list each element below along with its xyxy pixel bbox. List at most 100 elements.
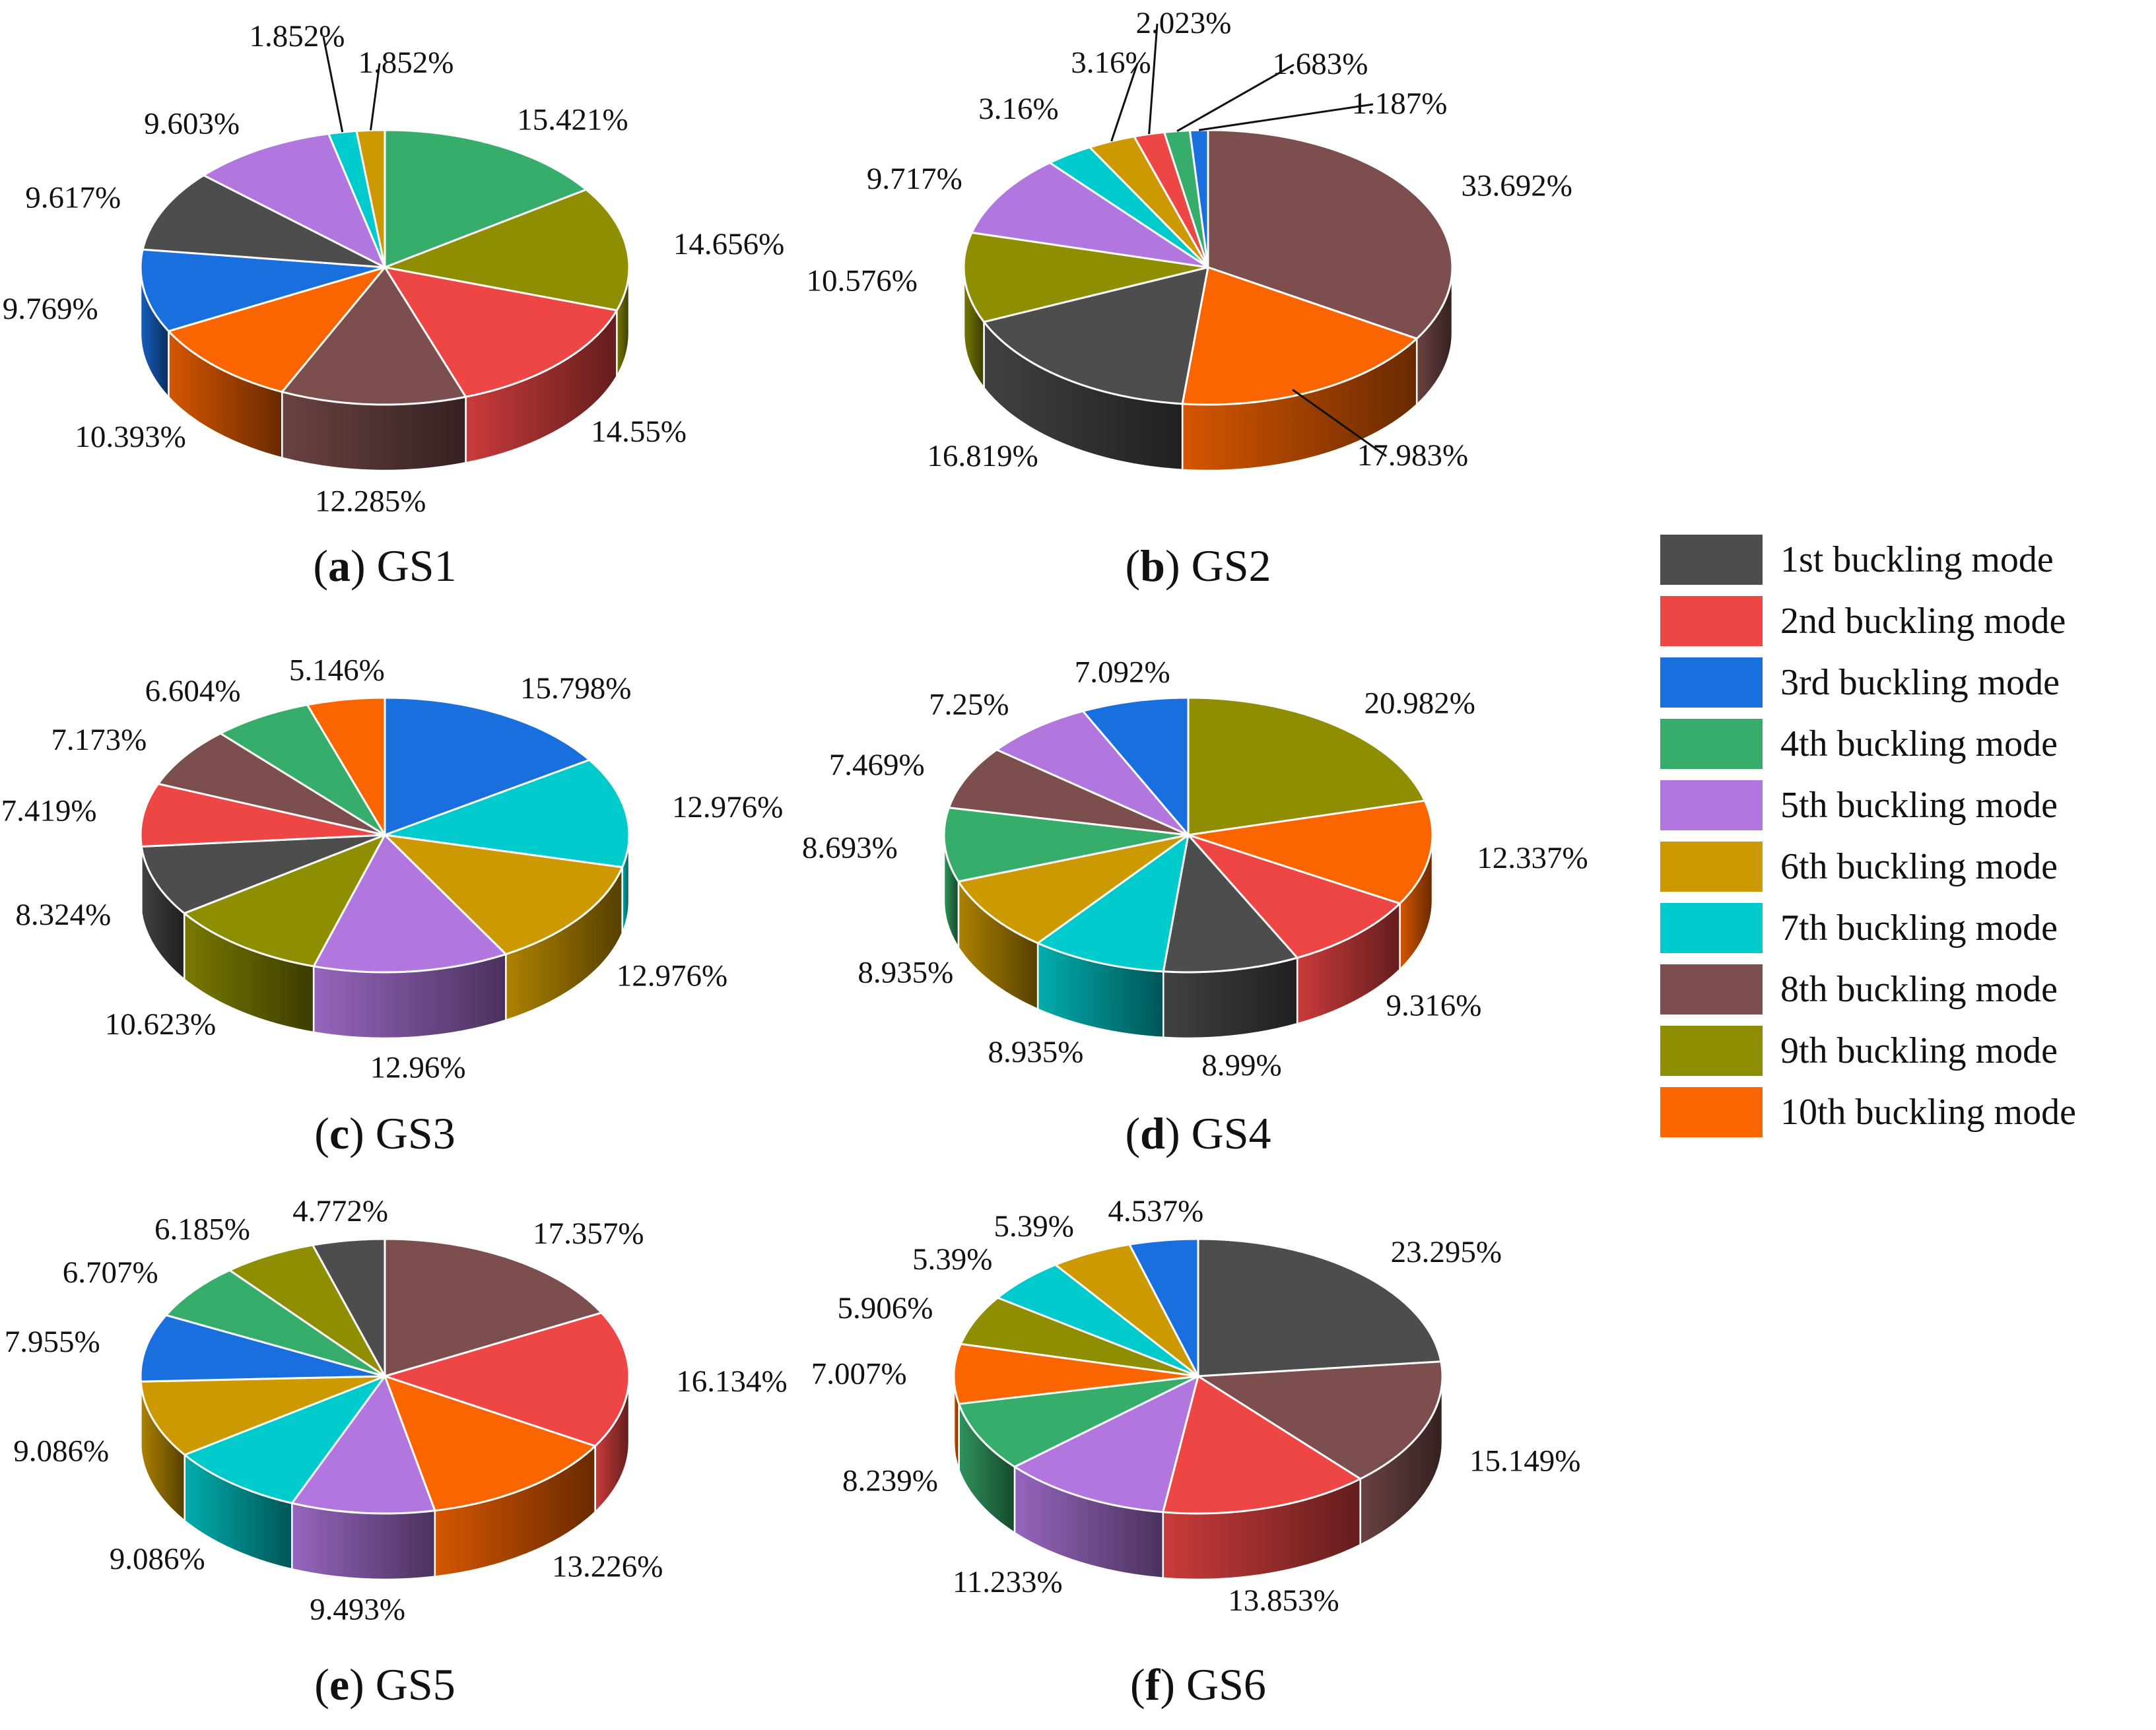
data-label: 7.25% bbox=[929, 688, 1009, 722]
slice-1st-buckling-mode bbox=[982, 266, 1209, 405]
data-label: 11.233% bbox=[953, 1565, 1063, 1599]
legend-item-1st-buckling-mode: 1st buckling mode bbox=[1660, 535, 2054, 585]
slice-7th-buckling-mode bbox=[184, 1375, 386, 1504]
legend-swatch bbox=[1660, 657, 1763, 708]
pie-chart-gs6: 23.295% 15.149% 13.853% 11.233% 8.239% 7.007%… bbox=[811, 1194, 1581, 1710]
data-label: 17.983% bbox=[1357, 438, 1468, 473]
slice-5th-buckling-mode bbox=[202, 133, 386, 269]
data-label: 7.007% bbox=[811, 1357, 907, 1391]
caption-paren-open: ( bbox=[1125, 541, 1140, 591]
data-label: 33.692% bbox=[1461, 169, 1572, 203]
caption-letter: f bbox=[1145, 1659, 1161, 1710]
pie-chart-gs1: 15.421% 14.656% 14.55% 12.285% 10.393% 9.769%… bbox=[3, 19, 785, 591]
data-label: 12.285% bbox=[315, 484, 426, 518]
slice-3rd-buckling-mode bbox=[1188, 129, 1209, 269]
caption-title: ) GS4 bbox=[1165, 1108, 1271, 1158]
legend-swatch bbox=[1660, 964, 1763, 1015]
slice-5th-buckling-mode bbox=[1013, 1375, 1199, 1514]
data-label: 20.982% bbox=[1364, 686, 1475, 720]
caption-paren-open: ( bbox=[314, 1659, 329, 1710]
data-label: 8.324% bbox=[15, 898, 111, 932]
slice-1st-buckling-mode bbox=[141, 174, 386, 269]
slice-9th-buckling-mode bbox=[1187, 696, 1426, 836]
legend-label: 7th buckling mode bbox=[1780, 908, 2058, 948]
legend-label: 4th buckling mode bbox=[1780, 723, 2058, 764]
legend-swatch bbox=[1660, 1026, 1763, 1076]
legend-label: 6th buckling mode bbox=[1780, 846, 2058, 887]
legend-swatch bbox=[1660, 596, 1763, 646]
data-label: 4.537% bbox=[1108, 1194, 1203, 1228]
data-label: 12.337% bbox=[1477, 841, 1588, 875]
slice-10th-buckling-mode bbox=[306, 696, 386, 836]
slice-5th-buckling-mode bbox=[290, 1375, 436, 1515]
slice-6th-buckling-mode bbox=[384, 834, 624, 956]
legend-item-9th-buckling-mode: 9th buckling mode bbox=[1660, 1026, 2058, 1076]
slice-2nd-buckling-mode bbox=[1162, 1375, 1362, 1515]
leader-line bbox=[369, 63, 381, 131]
slice-2nd-buckling-mode bbox=[384, 266, 618, 398]
data-label: 5.39% bbox=[994, 1209, 1073, 1244]
caption-title: ) GS3 bbox=[349, 1108, 455, 1158]
slice-5th-buckling-mode bbox=[312, 834, 507, 974]
slice-9th-buckling-mode bbox=[959, 1296, 1199, 1378]
chart-caption: (e) GS5 bbox=[314, 1659, 455, 1710]
slice-9th-buckling-mode bbox=[183, 834, 386, 968]
data-label: 8.935% bbox=[988, 1035, 1083, 1069]
slice-1st-buckling-mode bbox=[312, 1238, 386, 1378]
data-label: 6.707% bbox=[63, 1255, 158, 1290]
data-label: 9.717% bbox=[867, 162, 962, 196]
data-label: 15.798% bbox=[520, 671, 631, 706]
slice-10th-buckling-mode bbox=[1187, 799, 1434, 905]
data-label: 15.149% bbox=[1469, 1444, 1580, 1479]
data-label: 12.96% bbox=[370, 1051, 466, 1085]
legend-label: 5th buckling mode bbox=[1780, 785, 2058, 826]
slice-1st-buckling-mode bbox=[1197, 1238, 1442, 1378]
leader-line bbox=[322, 36, 344, 133]
pie-chart-gs5: 17.357% 16.134% 13.226% 9.493% 9.086% 9.086% 7… bbox=[5, 1194, 788, 1710]
data-label: 5.39% bbox=[912, 1242, 992, 1277]
data-label: 8.239% bbox=[842, 1464, 938, 1498]
slice-6th-buckling-mode bbox=[139, 1375, 386, 1456]
data-label: 15.421% bbox=[517, 102, 628, 137]
slice-8th-buckling-mode bbox=[1197, 1360, 1444, 1480]
data-label: 1.683% bbox=[1273, 47, 1368, 81]
caption-letter: d bbox=[1140, 1108, 1165, 1158]
legend-item-8th-buckling-mode: 8th buckling mode bbox=[1660, 964, 2058, 1015]
caption-paren-open: ( bbox=[314, 1108, 329, 1158]
legend-label: 1st buckling mode bbox=[1780, 539, 2054, 580]
data-label: 9.493% bbox=[310, 1592, 405, 1626]
slice-2nd-buckling-mode bbox=[384, 1312, 630, 1447]
caption-letter: c bbox=[329, 1108, 349, 1158]
data-label: 7.419% bbox=[1, 793, 97, 828]
chart-caption: (b) GS2 bbox=[1125, 541, 1271, 591]
slice-6th-buckling-mode bbox=[355, 129, 386, 269]
slice-8th-buckling-mode bbox=[384, 1238, 603, 1378]
legend-item-10th-buckling-mode: 10th buckling mode bbox=[1660, 1087, 2076, 1137]
data-label: 9.769% bbox=[3, 292, 98, 326]
leader-line bbox=[1176, 63, 1295, 132]
legend-swatch bbox=[1660, 1087, 1763, 1137]
caption-paren-open: ( bbox=[1130, 1659, 1145, 1710]
data-label: 13.226% bbox=[552, 1550, 663, 1584]
data-label: 1.852% bbox=[250, 19, 345, 53]
chart-caption: (a) GS1 bbox=[313, 541, 456, 591]
data-label: 7.092% bbox=[1075, 655, 1170, 690]
slice-8th-buckling-mode bbox=[1207, 129, 1454, 340]
slice-2nd-buckling-mode bbox=[139, 783, 386, 848]
slice-1st-buckling-mode bbox=[140, 834, 386, 915]
data-label: 14.55% bbox=[591, 415, 687, 449]
slice-9th-buckling-mode bbox=[228, 1244, 386, 1378]
slice-3rd-buckling-mode bbox=[1082, 696, 1190, 836]
caption-paren-open: ( bbox=[1125, 1108, 1140, 1158]
data-label: 1.852% bbox=[358, 46, 454, 80]
slice-8th-buckling-mode bbox=[157, 732, 386, 836]
slice-3rd-buckling-mode bbox=[139, 248, 386, 333]
caption-title: ) GS2 bbox=[1165, 541, 1271, 591]
chart-caption: (d) GS4 bbox=[1125, 1108, 1271, 1158]
caption-title: ) GS1 bbox=[351, 541, 457, 591]
data-label: 7.469% bbox=[829, 748, 925, 782]
data-label: 14.656% bbox=[673, 227, 784, 261]
data-label: 9.086% bbox=[110, 1542, 205, 1576]
data-label: 5.906% bbox=[837, 1291, 933, 1325]
